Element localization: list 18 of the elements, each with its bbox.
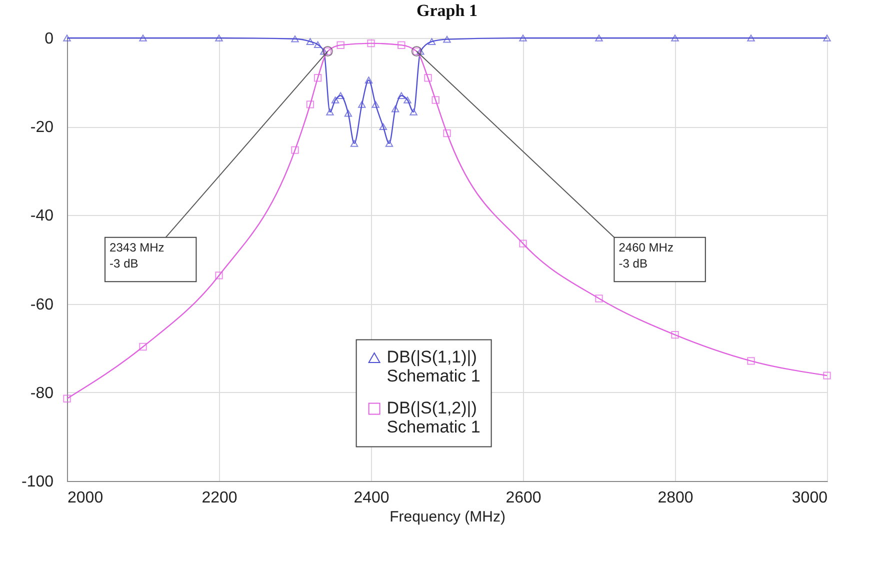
x-tick-label: 2200: [202, 490, 238, 506]
y-tick-label: -100: [21, 474, 54, 490]
x-tick-label: 2000: [68, 490, 104, 506]
y-tick-label: -80: [30, 384, 54, 402]
x-tick-label: 3000: [792, 490, 828, 506]
y-tick-label: -20: [30, 119, 54, 136]
y-tick-label: 0: [44, 30, 54, 48]
x-tick-label: 2800: [658, 490, 694, 506]
y-tick-label: -40: [30, 208, 54, 225]
annotation: 2460 MHz -3 dB: [618, 240, 674, 270]
x-axis-title: Frequency (MHz): [390, 508, 506, 526]
x-tick-label: 2600: [506, 490, 542, 506]
y-tick-label: -60: [30, 296, 54, 314]
legend-label: DB(|S(1,1)|) Schematic 1: [386, 348, 480, 386]
x-tick-label: 2400: [354, 490, 390, 506]
legend-label: DB(|S(1,2)|) Schematic 1: [386, 398, 480, 437]
chart-title: Graph 1: [416, 1, 478, 20]
annotation: 2343 MHz -3 dB: [110, 240, 164, 270]
